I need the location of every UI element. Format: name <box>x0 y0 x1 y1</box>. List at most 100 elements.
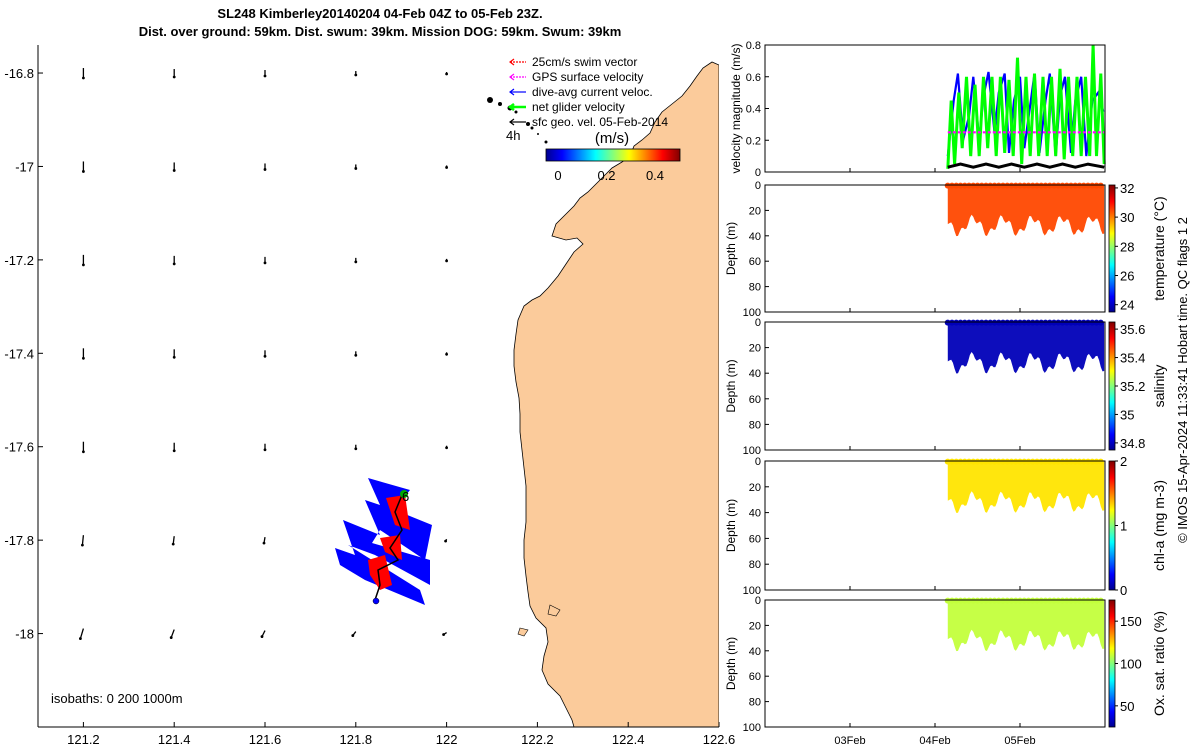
velocity-series-line <box>947 162 1105 169</box>
legend-label: dive-avg current veloc. <box>532 85 653 99</box>
y-tick-label: 80 <box>749 559 761 571</box>
map-y-tick-label: -17.6 <box>4 440 34 455</box>
surface-sample <box>974 319 981 326</box>
surface-sample <box>1017 182 1023 189</box>
surface-sample <box>1076 319 1083 326</box>
surface-sample <box>1076 458 1083 465</box>
surface-sample <box>983 458 989 465</box>
surface-sample <box>957 319 964 326</box>
colorbar-tick-label: 26 <box>1120 269 1134 284</box>
surface-sample <box>957 458 964 465</box>
y-tick-label: 80 <box>749 282 761 294</box>
colorbar-tick-label: 34.8 <box>1120 436 1145 451</box>
surface-sample <box>991 458 998 465</box>
surface-sample <box>1017 458 1023 465</box>
velocity-arrow <box>444 538 448 543</box>
glider-track: 6 <box>335 478 432 605</box>
surface-sample <box>1012 597 1019 604</box>
surface-sample <box>1068 597 1074 604</box>
surface-sample <box>1085 182 1091 189</box>
surface-sample <box>995 458 1002 465</box>
section-colorbar <box>1108 184 1116 313</box>
surface-sample <box>1076 597 1083 604</box>
colorbar-tick-label: 35.6 <box>1120 322 1145 337</box>
surface-sample <box>978 597 985 604</box>
surface-sample <box>961 458 968 465</box>
y-tick-label: 100 <box>743 445 761 457</box>
surface-sample <box>1089 182 1096 189</box>
surface-sample <box>957 597 964 604</box>
speed-colorbar <box>545 148 681 162</box>
surface-sample <box>1093 458 1100 465</box>
surface-sample <box>1072 458 1079 465</box>
colorbar-tick-label: 150 <box>1120 614 1142 629</box>
velocity-arrow <box>82 441 85 454</box>
surface-sample <box>970 597 977 604</box>
legend-label: 25cm/s swim vector <box>532 55 637 69</box>
y-tick-label: 80 <box>749 419 761 431</box>
velocity-arrow <box>82 348 85 360</box>
surface-sample <box>1008 597 1015 604</box>
colorbar-tick-label: 30 <box>1120 210 1134 225</box>
y-axis-label: Depth (m) <box>724 637 738 690</box>
surface-sample <box>1004 597 1011 604</box>
velocity-arrow <box>169 629 175 639</box>
velocity-arrow <box>445 165 448 169</box>
surface-sample <box>1097 182 1104 189</box>
map-y-tick-label: -18 <box>15 627 34 642</box>
y-tick-label: 40 <box>749 368 761 380</box>
time-tick-label: 03Feb <box>834 735 865 747</box>
velocity-arrow <box>82 254 85 267</box>
surface-sample <box>1042 597 1049 604</box>
surface-sample <box>1042 458 1049 465</box>
y-tick-label: 20 <box>749 205 761 217</box>
surface-sample <box>949 182 955 189</box>
colorbar-tick-label: 0.2 <box>597 168 615 183</box>
surface-sample <box>1017 597 1023 604</box>
section-data-fill <box>947 185 1105 237</box>
surface-sample <box>1080 182 1087 189</box>
velocity-arrow <box>79 628 85 640</box>
surface-sample <box>974 458 981 465</box>
surface-sample <box>1008 458 1015 465</box>
surface-sample <box>1034 597 1040 604</box>
surface-sample <box>1021 319 1028 326</box>
surface-sample <box>987 597 994 604</box>
surface-sample <box>1038 182 1045 189</box>
surface-sample <box>1051 458 1057 465</box>
y-tick-label: 0.2 <box>746 135 761 147</box>
surface-sample <box>970 182 977 189</box>
surface-sample <box>1059 597 1066 604</box>
legend-entry: GPS surface velocity <box>509 70 643 84</box>
surface-sample <box>944 319 951 326</box>
y-tick-label: 20 <box>749 343 761 355</box>
surface-sample <box>961 597 968 604</box>
surface-sample <box>1063 458 1070 465</box>
surface-sample <box>995 182 1002 189</box>
velocity-arrow <box>172 69 176 79</box>
surface-sample <box>1055 597 1062 604</box>
surface-sample <box>1085 597 1091 604</box>
y-axis-label: Depth (m) <box>724 499 738 552</box>
surface-sample <box>1029 458 1036 465</box>
colorbar-tick-label: 1 <box>1120 519 1127 534</box>
surface-sample <box>1038 319 1045 326</box>
velocity-arrow <box>262 537 266 545</box>
y-tick-label: 40 <box>749 231 761 243</box>
surface-sample <box>1046 319 1053 326</box>
surface-sample <box>1068 182 1074 189</box>
velocity-arrow <box>445 352 448 356</box>
colorbar-tick-label: 35.2 <box>1120 379 1145 394</box>
y-tick-label: 0 <box>755 317 761 329</box>
colorbar-tick-label: 50 <box>1120 699 1134 714</box>
map-x-tick-label: 122.2 <box>521 732 554 747</box>
time-tick-label: 04Feb <box>919 735 950 747</box>
surface-sample <box>1055 182 1062 189</box>
surface-sample <box>1034 182 1040 189</box>
surface-sample <box>1025 597 1032 604</box>
colorbar-tick-label: 0 <box>1120 583 1127 598</box>
y-tick-label: 60 <box>749 671 761 683</box>
section-data-fill <box>947 600 1105 652</box>
surface-sample <box>1042 319 1049 326</box>
velocity-arrow <box>81 535 85 547</box>
